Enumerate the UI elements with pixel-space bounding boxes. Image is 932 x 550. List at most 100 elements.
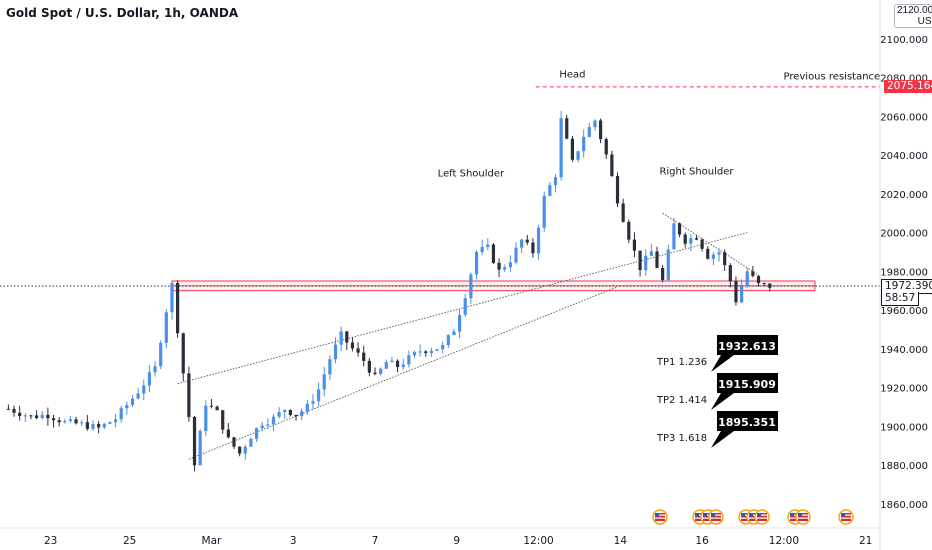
right-shoulder-trend-trendline [662, 212, 759, 276]
candle-body [677, 223, 682, 235]
candle-body [536, 227, 541, 254]
flag-canton [655, 513, 659, 517]
candle-body [384, 362, 388, 369]
candle-body [390, 360, 394, 363]
candle-body [412, 352, 417, 356]
time-tick-label: 25 [123, 535, 136, 547]
target-label: TP2 1.414 [656, 395, 707, 406]
candle-body [621, 203, 625, 222]
candle-body [283, 409, 287, 413]
candle-body [407, 355, 411, 365]
candle-body [46, 414, 50, 419]
price-tick-label: 1860.000 [880, 500, 928, 511]
flag-stripe [655, 513, 665, 521]
candle-body [762, 283, 766, 285]
candle-body [35, 415, 39, 419]
time-tick-label: 9 [453, 535, 460, 547]
candle-body [615, 176, 620, 204]
candle-body [740, 286, 744, 303]
candle-body [531, 242, 535, 254]
bar-countdown: 58:57 [881, 292, 920, 307]
candle-body [582, 136, 586, 152]
candle-body [68, 419, 73, 422]
candle-body [469, 274, 473, 299]
candle-body [587, 127, 591, 137]
candle-body [379, 368, 383, 375]
candle-body [441, 344, 445, 350]
candle-body [723, 252, 727, 266]
flag-canton [703, 513, 707, 517]
price-tick-label: 2080.000 [880, 74, 928, 85]
candle-body [661, 267, 665, 280]
flag-stripe [841, 513, 851, 521]
candle-body [209, 405, 214, 407]
candle-body [542, 195, 546, 228]
flag-stripe [711, 517, 721, 519]
candle-body [254, 428, 259, 439]
channel-upper-trendline [177, 232, 748, 385]
price-tick-label: 1940.000 [880, 345, 928, 356]
time-tick-label: Mar [202, 535, 222, 547]
flag-stripe [749, 517, 759, 519]
candle-body [480, 246, 484, 252]
target-label: TP3 1.618 [656, 433, 707, 444]
flag-canton [757, 513, 761, 517]
flag-stripe [695, 514, 705, 516]
candle-body [12, 408, 16, 413]
candle-body [136, 393, 140, 399]
candle-body [525, 239, 529, 243]
flag-stripe [741, 513, 751, 521]
flag-stripe [695, 517, 705, 519]
candle-body [627, 221, 631, 240]
candle-body [271, 416, 276, 425]
candle-body [565, 118, 569, 139]
flag-canton [790, 513, 794, 517]
time-tick-label: 23 [44, 535, 57, 547]
candle-body [119, 408, 123, 420]
candle-body [29, 415, 33, 417]
price-tick-label: 2040.000 [880, 151, 928, 162]
candle-body [164, 312, 168, 343]
flag-stripe [757, 513, 767, 521]
candle-body [553, 177, 558, 186]
candle-body [728, 265, 732, 282]
price-tick-label: 1980.000 [880, 267, 928, 278]
candle-body [6, 408, 10, 410]
candle-body [649, 251, 653, 256]
time-tick-label: 16 [695, 535, 709, 547]
candle-body [238, 446, 242, 454]
candle-body [672, 223, 676, 250]
price-tick-label: 1880.000 [880, 461, 928, 472]
annotation-head: Head [559, 70, 585, 81]
candle-body [51, 418, 56, 421]
flag-stripe [790, 517, 800, 519]
candle-body [503, 267, 507, 270]
candle-body [305, 403, 309, 412]
flag-stripe [703, 513, 713, 521]
candle-body [401, 364, 405, 368]
candle-body [486, 244, 490, 247]
candle-body [548, 185, 552, 196]
time-tick-label: 12:00 [523, 535, 553, 547]
flag-stripe [798, 514, 808, 516]
currency-badge[interactable]: 2120.000 USD [894, 4, 932, 28]
candle-body [176, 283, 180, 334]
candle-body [463, 298, 467, 315]
candle-body [277, 412, 281, 417]
candle-body [424, 351, 428, 353]
candle-body [215, 406, 219, 411]
candle-body [350, 342, 355, 349]
candle-body [260, 425, 264, 429]
candle-body [328, 359, 332, 375]
candle-body [57, 420, 61, 423]
candle-body [474, 251, 479, 275]
candle-body [153, 366, 157, 373]
target-value: 1915.909 [718, 378, 776, 391]
candle-body [300, 411, 304, 417]
candle-body [339, 331, 343, 345]
candle-body [311, 401, 315, 404]
candle-body [192, 416, 197, 466]
candle-body [520, 239, 524, 248]
candle-body [85, 422, 89, 429]
